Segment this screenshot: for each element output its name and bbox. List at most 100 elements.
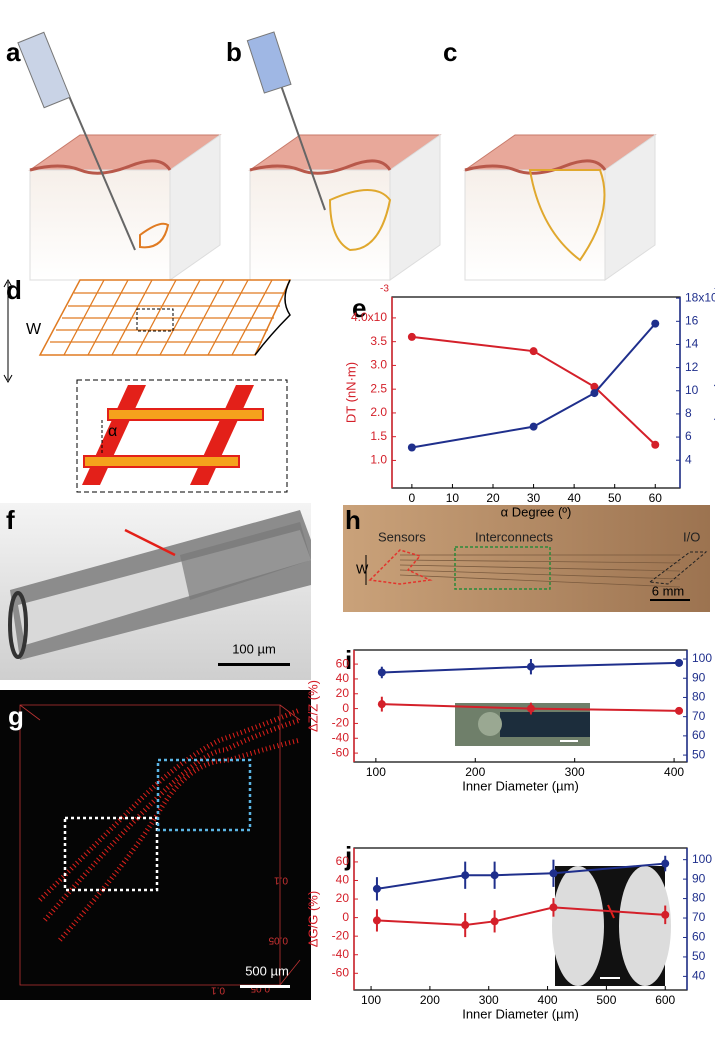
x-tick-label: 20 <box>486 491 500 505</box>
y-tick-label: 60 <box>336 854 350 868</box>
y-axis-label: ΔZ/Z (%) <box>305 680 320 732</box>
syringe <box>246 31 292 94</box>
y-tick-label: 2.0 <box>370 405 387 419</box>
data-point <box>590 382 599 391</box>
x-tick-label: 500 <box>596 993 616 1007</box>
data-point <box>377 668 386 677</box>
y-tick-label: 2.5 <box>370 381 387 395</box>
x-tick-label: 50 <box>608 491 622 505</box>
x-tick-label: 40 <box>567 491 581 505</box>
mesh-lines <box>50 279 286 356</box>
panel-label: d <box>6 275 22 305</box>
x-tick-label: 0 <box>409 491 416 505</box>
scale-bar <box>218 663 290 666</box>
interconnect-box <box>454 546 551 590</box>
y-tick-label: 40 <box>336 671 350 685</box>
bar-horizontal <box>107 408 264 421</box>
axis-tick: 0.1 <box>211 984 225 995</box>
sensor-box <box>368 549 433 585</box>
scale-label: 100 µm <box>232 641 276 656</box>
series-line <box>411 322 657 449</box>
x-axis-label: Inner Diameter (µm) <box>462 1006 579 1021</box>
h-label: Interconnects <box>475 529 554 544</box>
y2-tick-label: 90 <box>692 871 706 885</box>
y2-tick-label: 60 <box>692 728 706 742</box>
y-tick-label: 40 <box>336 873 350 887</box>
inset-frame <box>76 379 288 493</box>
y2-tick-label: 50 <box>692 949 706 963</box>
data-point <box>372 916 381 925</box>
data-point <box>529 347 538 356</box>
y2-tick-label: 40 <box>692 969 706 983</box>
data-point <box>651 319 660 328</box>
y-tick-label: 3.5 <box>370 334 387 348</box>
y2-tick-label: 18x10 <box>685 290 715 304</box>
inset-i <box>455 703 590 746</box>
data-point <box>675 658 684 667</box>
scale-bar <box>240 985 290 988</box>
scale-label: 500 µm <box>245 963 289 978</box>
confocal-image <box>0 690 311 1000</box>
y2-tick-label: 70 <box>692 910 706 924</box>
y-tick-label: 3.0 <box>370 358 387 372</box>
zoom-box <box>136 308 174 332</box>
capillary-tip <box>8 591 28 659</box>
mesh <box>139 222 170 249</box>
x-tick-label: 200 <box>420 993 440 1007</box>
arrow <box>124 528 176 557</box>
x-tick-label: 100 <box>366 765 386 779</box>
panel-c-illustration <box>463 133 657 282</box>
tissue-block <box>248 133 442 282</box>
y-axis-label: DT (nN·m) <box>343 362 358 423</box>
panel-g-image: 0.1 0.05 0.1 0.05 500 µm <box>0 690 311 1000</box>
axis-tick: 0.05 <box>268 934 288 945</box>
data-point <box>661 859 670 868</box>
y-tick-label: 20 <box>336 686 350 700</box>
y2-tick-label: 100 <box>692 651 712 665</box>
y2-tick-label: 10 <box>685 383 699 397</box>
mesh-edge <box>254 279 291 356</box>
panel-label: b <box>226 37 242 67</box>
data-point <box>377 700 386 709</box>
x-tick-label: 300 <box>479 993 499 1007</box>
x-axis-label: α Degree (º) <box>501 504 572 519</box>
data-point <box>461 921 470 930</box>
blue-box <box>156 758 252 832</box>
y-tick-label: 4.0x10 <box>351 310 387 324</box>
syringe <box>17 31 71 109</box>
y2-tick-label: 100 <box>692 852 712 866</box>
data-point <box>549 903 558 912</box>
tissue-block <box>28 133 222 282</box>
y2-tick-label: 16 <box>685 313 699 327</box>
y2-tick-label: 80 <box>692 891 706 905</box>
y-tick-label: -60 <box>332 745 350 759</box>
inset-tube <box>500 712 590 737</box>
bar-diagonal <box>190 385 254 485</box>
y-tick-label: -40 <box>332 947 350 961</box>
y-tick-label: -20 <box>332 716 350 730</box>
data-point <box>675 706 684 715</box>
panel-label: f <box>6 505 15 535</box>
data-point <box>461 871 470 880</box>
inset-electrode <box>619 866 671 986</box>
inset-j <box>552 866 671 986</box>
plot-frame <box>391 296 681 489</box>
scale-label: 6 mm <box>652 583 685 598</box>
y2-tick-label: 80 <box>692 690 706 704</box>
data-point <box>661 910 670 919</box>
data-point <box>407 443 416 452</box>
data-point <box>490 917 499 926</box>
y2-tick-label: 70 <box>692 709 706 723</box>
y2-tick-label: 90 <box>692 670 706 684</box>
y2-tick-label: 50 <box>692 747 706 761</box>
y-tick-label: 0 <box>342 701 349 715</box>
x-tick-label: 60 <box>649 491 663 505</box>
x-tick-label: 400 <box>538 993 558 1007</box>
y-tick-label: 0 <box>342 910 349 924</box>
panel-label: c <box>443 37 457 67</box>
y-tick-label: 1.5 <box>370 429 387 443</box>
y2-tick-label: 12 <box>685 360 699 374</box>
y2-tick-label: 8 <box>685 406 692 420</box>
x-tick-label: 100 <box>361 993 381 1007</box>
y-tick-label: -20 <box>332 928 350 942</box>
